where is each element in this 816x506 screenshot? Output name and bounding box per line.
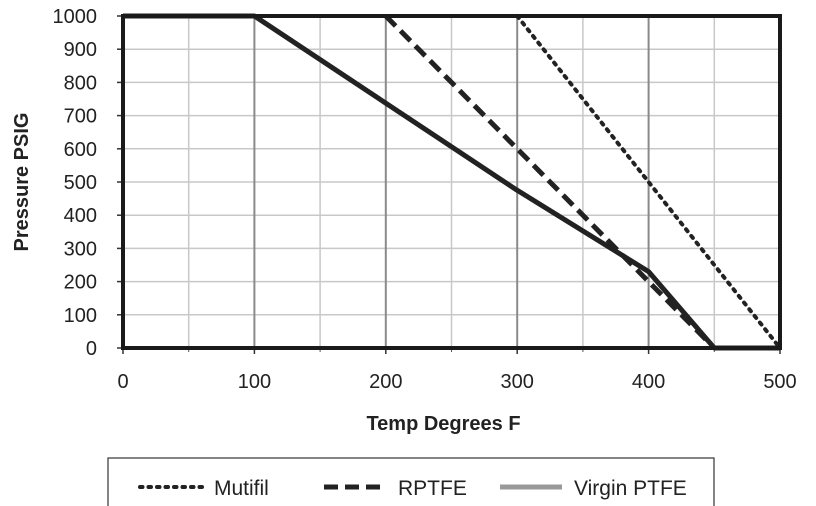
x-tick-label: 400 — [632, 371, 665, 393]
y-tick-label: 1000 — [53, 6, 98, 28]
legend: Mutifil RPTFE Virgin PTFE — [107, 457, 715, 506]
y-axis-ticks: 0 100 200 300 400 500 600 700 800 900 1000 — [53, 6, 123, 360]
grid-lines — [122, 15, 781, 349]
y-tick-label: 100 — [64, 305, 97, 327]
legend-label: Virgin PTFE — [574, 477, 687, 500]
x-tick-label: 500 — [763, 371, 796, 393]
y-tick-label: 500 — [64, 172, 97, 194]
y-tick-label: 700 — [64, 106, 97, 128]
y-tick-label: 300 — [64, 238, 97, 260]
x-tick-label: 100 — [238, 371, 271, 393]
y-tick-label: 0 — [86, 338, 97, 360]
y-tick-label: 400 — [64, 205, 97, 227]
series-line-mutifil — [515, 14, 782, 350]
x-axis-label: Temp Degrees F — [366, 413, 520, 435]
y-tick-label: 800 — [64, 72, 97, 94]
y-tick-label: 600 — [64, 139, 97, 161]
x-tick-label: 200 — [369, 371, 402, 393]
y-tick-label: 200 — [64, 272, 97, 294]
y-tick-label: 900 — [64, 39, 97, 61]
x-tick-label: 300 — [501, 371, 534, 393]
x-axis-ticks: 0 100 200 300 400 500 — [117, 348, 797, 393]
series-line-rptfe — [384, 14, 717, 350]
plot-frame — [121, 14, 782, 350]
x-tick-label: 0 — [117, 371, 128, 393]
legend-box — [107, 457, 715, 506]
y-axis-label: Pressure PSIG — [11, 113, 33, 252]
legend-label: RPTFE — [398, 477, 467, 500]
legend-label: Mutifil — [214, 477, 269, 500]
